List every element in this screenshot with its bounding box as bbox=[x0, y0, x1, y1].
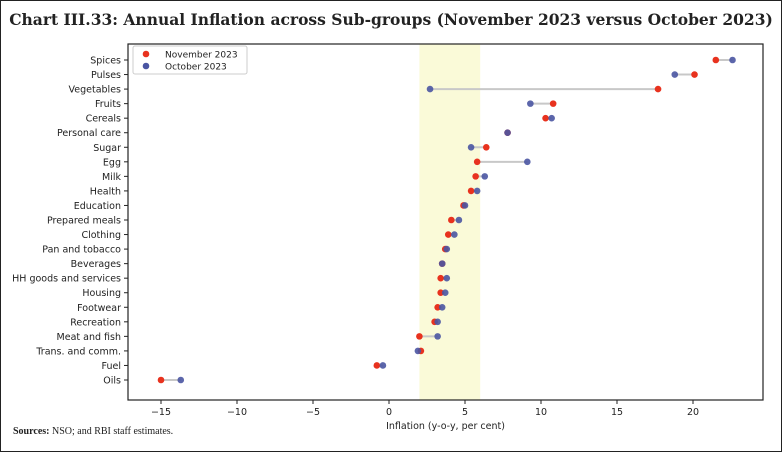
y-tick-label: HH goods and services bbox=[12, 274, 121, 285]
point-october bbox=[438, 260, 446, 267]
point-november bbox=[434, 303, 441, 311]
point-october bbox=[434, 333, 441, 340]
point-october bbox=[671, 71, 679, 78]
plot-area bbox=[127, 43, 764, 401]
point-november bbox=[482, 143, 490, 151]
y-tick-label: Meat and fish bbox=[57, 332, 121, 343]
point-october bbox=[434, 318, 441, 326]
point-november bbox=[373, 362, 381, 369]
point-november bbox=[549, 100, 557, 107]
y-tick-label: Pan and tobacco bbox=[42, 245, 121, 256]
point-november bbox=[437, 289, 444, 297]
point-october bbox=[443, 245, 451, 253]
point-october bbox=[451, 231, 458, 238]
point-october bbox=[467, 143, 475, 151]
legend-marker bbox=[142, 50, 150, 58]
y-tick-label: Fuel bbox=[102, 361, 121, 372]
point-october bbox=[177, 376, 185, 384]
point-october bbox=[441, 289, 449, 297]
y-tick-label: Housing bbox=[82, 288, 121, 299]
point-november bbox=[472, 173, 479, 180]
point-november bbox=[467, 187, 475, 195]
legend-label: October 2023 bbox=[165, 63, 227, 73]
point-october bbox=[548, 114, 555, 122]
point-november bbox=[654, 85, 662, 93]
x-tick-label: −15 bbox=[151, 407, 171, 418]
point-october bbox=[461, 202, 469, 209]
y-tick-label: Vegetables bbox=[69, 85, 122, 96]
legend-label: November 2023 bbox=[165, 51, 238, 61]
x-tick-label: 10 bbox=[535, 407, 547, 418]
point-october bbox=[481, 173, 489, 180]
y-tick-label: Health bbox=[90, 186, 121, 197]
point-october bbox=[426, 85, 434, 93]
x-tick-label: −10 bbox=[227, 407, 247, 418]
point-october bbox=[504, 129, 511, 137]
y-tick-label: Recreation bbox=[70, 317, 121, 328]
y-tick-label: Cereals bbox=[86, 114, 121, 125]
y-tick-label: Fruits bbox=[95, 99, 121, 110]
point-october bbox=[438, 303, 446, 311]
point-october bbox=[729, 56, 736, 64]
y-tick-label: Footwear bbox=[77, 303, 121, 314]
y-tick-label: Trans. and comm. bbox=[35, 346, 121, 357]
point-november bbox=[444, 231, 452, 238]
legend-marker bbox=[142, 62, 150, 70]
chart-title: Chart III.33: Annual Inflation across Su… bbox=[9, 10, 773, 29]
y-tick-label: Education bbox=[74, 201, 121, 212]
sources-text: NSO; and RBI staff estimates. bbox=[49, 426, 174, 437]
point-october bbox=[524, 158, 531, 166]
point-november bbox=[437, 274, 444, 282]
point-october bbox=[473, 187, 481, 195]
point-october bbox=[414, 347, 422, 355]
y-tick-label: Pulses bbox=[91, 70, 121, 81]
x-tick-label: 20 bbox=[687, 407, 699, 418]
point-november bbox=[712, 56, 720, 64]
sources-label: Sources: bbox=[13, 426, 50, 437]
y-tick-label: Sugar bbox=[93, 143, 121, 154]
y-tick-label: Beverages bbox=[71, 259, 121, 270]
y-tick-label: Personal care bbox=[57, 128, 121, 139]
x-tick-label: −5 bbox=[306, 407, 320, 418]
point-october bbox=[443, 274, 451, 282]
sources-note: Sources: NSO; and RBI staff estimates. bbox=[13, 426, 173, 437]
y-tick-label: Egg bbox=[103, 157, 121, 168]
x-tick-label: 15 bbox=[611, 407, 623, 418]
point-november bbox=[448, 216, 455, 224]
point-october bbox=[527, 100, 534, 107]
legend: November 2023 October 2023 bbox=[132, 45, 248, 75]
point-november bbox=[416, 333, 423, 340]
x-tick-label: 5 bbox=[462, 407, 468, 418]
x-tick-label: 0 bbox=[386, 407, 392, 418]
point-october bbox=[379, 362, 387, 369]
point-november bbox=[691, 71, 698, 78]
point-november bbox=[542, 114, 549, 122]
y-tick-label: Milk bbox=[102, 172, 121, 183]
y-tick-label: Clothing bbox=[81, 230, 121, 241]
x-axis-label: Inflation (y-o-y, per cent) bbox=[386, 421, 505, 432]
point-november bbox=[473, 158, 481, 166]
point-october bbox=[455, 216, 463, 224]
legend-box bbox=[132, 45, 248, 75]
y-tick-label: Oils bbox=[103, 376, 121, 387]
point-november bbox=[157, 376, 165, 384]
y-tick-label: Prepared meals bbox=[47, 216, 121, 227]
y-tick-label: Spices bbox=[90, 56, 121, 67]
